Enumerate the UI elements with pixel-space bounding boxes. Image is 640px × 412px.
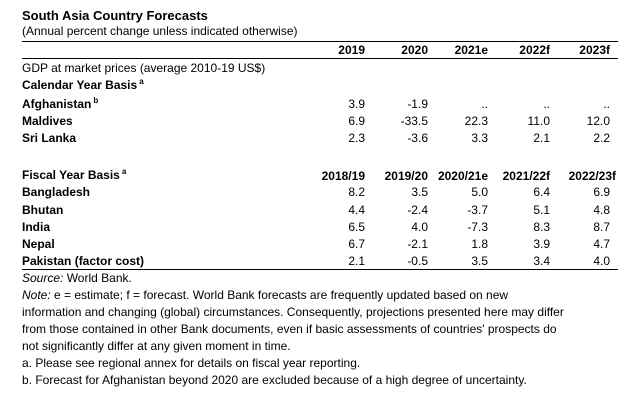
year-header: 2021e [454, 43, 488, 57]
value-cell: 5.1 [533, 203, 550, 217]
value-cell: 2.3 [348, 131, 365, 145]
footnote-b: b. Forecast for Afghanistan beyond 2020 … [22, 373, 527, 387]
value-cell: 8.7 [593, 220, 610, 234]
year-header: 2020 [401, 43, 428, 57]
note-line: information and changing (global) circum… [22, 305, 564, 319]
note-text: e = estimate; f = forecast. World Bank f… [50, 288, 509, 302]
value-cell: -3.6 [407, 131, 428, 145]
value-cell: 6.7 [348, 237, 365, 251]
calendar-section-label: Calendar Year Basis a [22, 77, 144, 93]
fiscal-year-header: 2021/22f [502, 169, 550, 183]
fiscal-year-header: 2018/19 [321, 169, 365, 183]
value-cell: 3.5 [411, 185, 428, 199]
value-cell: 2.2 [593, 131, 610, 145]
note-line: from those contained in other Bank docum… [22, 322, 557, 336]
country-name: Bangladesh [22, 185, 91, 199]
value-cell: -33.5 [400, 114, 428, 128]
value-cell: 5.0 [471, 185, 488, 199]
fiscal-year-header: 2020/21e [437, 169, 488, 183]
value-cell: 8.2 [348, 185, 365, 199]
source-text: World Bank. [63, 271, 132, 285]
footnote-marker: b [93, 96, 99, 105]
fiscal-section-text: Fiscal Year Basis [22, 168, 120, 182]
country-name: Nepal [22, 237, 55, 251]
value-cell: 4.4 [348, 203, 365, 217]
value-cell: -0.5 [407, 254, 428, 268]
year-header: 2022f [519, 43, 550, 57]
fiscal-section-label: Fiscal Year Basis a [22, 167, 126, 183]
top-rule [22, 41, 618, 42]
value-cell: 8.3 [533, 220, 550, 234]
footnote-marker: a [121, 167, 127, 176]
value-cell: 22.3 [464, 114, 488, 128]
value-cell: 3.3 [471, 131, 488, 145]
year-header: 2019 [338, 43, 365, 57]
source-label: Source: [22, 271, 64, 285]
value-cell: 6.9 [348, 114, 365, 128]
value-cell: -1.9 [407, 97, 428, 111]
country-name: Afghanistan [22, 97, 92, 111]
country-name: Bhutan [22, 203, 64, 217]
value-cell: 12.0 [586, 114, 610, 128]
note-line: Note: e = estimate; f = forecast. World … [22, 288, 508, 303]
country-name: India [22, 220, 51, 234]
fiscal-year-header: 2022/23f [568, 169, 616, 183]
value-cell: 4.8 [593, 203, 610, 217]
footnote-marker: a [139, 77, 144, 86]
value-cell: 11.0 [527, 114, 550, 128]
value-cell: 6.9 [593, 185, 610, 199]
fiscal-year-header: 2019/20 [384, 169, 428, 183]
value-cell: 4.7 [593, 237, 610, 251]
value-cell: -3.7 [467, 203, 488, 217]
header-rule [22, 58, 618, 59]
value-cell: 1.8 [471, 237, 488, 251]
value-cell: 3.4 [533, 254, 550, 268]
value-cell: .. [481, 97, 488, 111]
calendar-section-text: Calendar Year Basis [22, 78, 138, 92]
value-cell: 6.4 [533, 185, 550, 199]
footnote-a: a. Please see regional annex for details… [22, 356, 361, 370]
value-cell: 3.9 [348, 97, 365, 111]
country-name: Pakistan (factor cost) [22, 254, 145, 268]
year-header: 2023f [579, 43, 610, 57]
bottom-rule [22, 269, 618, 270]
value-cell: .. [603, 97, 610, 111]
value-cell: 4.0 [593, 254, 610, 268]
table-title: South Asia Country Forecasts [22, 8, 208, 23]
value-cell: 3.9 [533, 237, 550, 251]
value-cell: 2.1 [348, 254, 365, 268]
note-label: Note: [22, 288, 51, 302]
value-cell: 3.5 [471, 254, 488, 268]
value-cell: -2.4 [407, 203, 428, 217]
country-name: Maldives [22, 114, 73, 128]
table-subtitle: (Annual percent change unless indicated … [22, 24, 298, 38]
country-name: Sri Lanka [22, 131, 77, 145]
country-label: Afghanistan b [22, 96, 98, 112]
value-cell: -2.1 [407, 237, 428, 251]
value-cell: .. [543, 97, 550, 111]
source-note: Source: World Bank. [22, 271, 132, 286]
note-line: not significantly differ at any given mo… [22, 339, 291, 353]
value-cell: 6.5 [348, 220, 365, 234]
value-cell: 4.0 [411, 220, 428, 234]
gdp-label: GDP at market prices (average 2010-19 US… [22, 61, 266, 75]
value-cell: 2.1 [533, 131, 550, 145]
value-cell: -7.3 [467, 220, 488, 234]
